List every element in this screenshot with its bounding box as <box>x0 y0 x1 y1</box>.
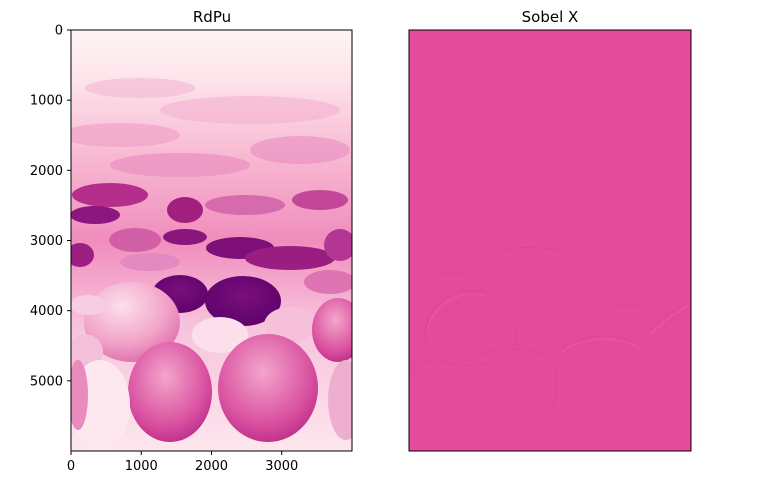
panel-a-axes: 0 1000 2000 3000 0 1000 2000 3000 4000 5000 <box>30 24 298 475</box>
y-tick-label: 3000 <box>30 234 63 249</box>
y-tick-label: 4000 <box>30 304 63 319</box>
panel-a-title: RdPu <box>193 8 231 26</box>
y-tick-label: 1000 <box>30 94 63 109</box>
panel-b-frame <box>408 29 692 452</box>
panel-a-image <box>71 30 352 451</box>
x-tick-label: 1000 <box>125 459 158 474</box>
y-tick-label: 0 <box>55 24 63 39</box>
x-tick-label: 2000 <box>195 459 228 474</box>
x-tick-label: 3000 <box>265 459 298 474</box>
x-tick-label: 0 <box>67 459 75 474</box>
panel-b-title: Sobel X <box>522 8 579 26</box>
panel-b-image <box>409 30 691 451</box>
y-tick-label: 5000 <box>30 374 63 389</box>
y-tick-label: 2000 <box>30 164 63 179</box>
